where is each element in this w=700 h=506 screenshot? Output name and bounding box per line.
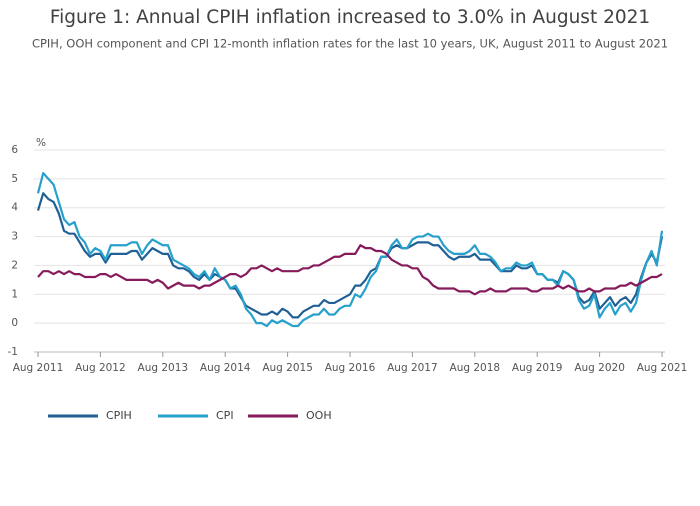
- y-tick-label: 2: [11, 259, 18, 271]
- y-tick-label: -1: [8, 346, 18, 358]
- x-tick-label: Aug 2013: [138, 362, 189, 374]
- x-tick-label: Aug 2020: [574, 362, 625, 374]
- x-tick-label: Aug 2017: [387, 362, 438, 374]
- y-tick-label: 0: [11, 317, 18, 329]
- legend-label: CPIH: [106, 409, 132, 422]
- y-tick-label: 5: [11, 173, 18, 185]
- series-line: [36, 192, 664, 319]
- y-tick-label: 3: [11, 231, 18, 243]
- series-line: [36, 171, 664, 328]
- x-tick-label: Aug 2015: [262, 362, 313, 374]
- chart-title: Figure 1: Annual CPIH inflation increase…: [50, 7, 650, 28]
- chart-subtitle: CPIH, OOH component and CPI 12-month inf…: [32, 37, 668, 51]
- x-tick-label: Aug 2011: [13, 362, 64, 374]
- x-tick-label: Aug 2021: [637, 362, 688, 374]
- y-tick-label: 4: [11, 202, 18, 214]
- x-tick-label: Aug 2019: [512, 362, 563, 374]
- series-line: [37, 244, 663, 296]
- x-tick-label: Aug 2016: [325, 362, 376, 374]
- y-tick-label: 1: [11, 288, 18, 300]
- x-tick-label: Aug 2012: [75, 362, 126, 374]
- legend-label: CPI: [216, 409, 234, 422]
- legend-label: OOH: [306, 409, 332, 422]
- x-tick-label: Aug 2018: [450, 362, 501, 374]
- x-tick-label: Aug 2014: [200, 362, 251, 374]
- y-tick-label: 6: [11, 144, 18, 156]
- y-axis-label: %: [36, 137, 46, 149]
